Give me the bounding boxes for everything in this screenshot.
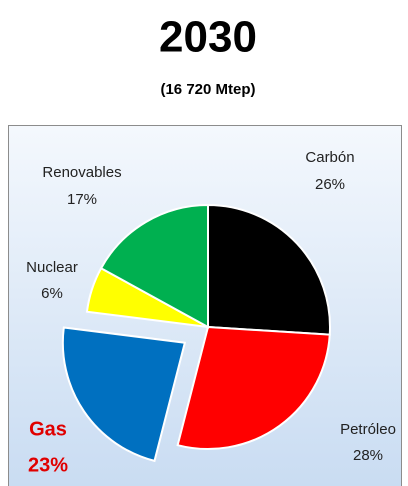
slice-label: Nuclear xyxy=(26,259,78,276)
slice-value-label: 17% xyxy=(67,191,97,208)
pie-slice xyxy=(61,326,187,463)
slice-label: Petróleo xyxy=(340,421,396,438)
pie-slice xyxy=(207,203,331,336)
slice-value-label: 28% xyxy=(353,447,383,464)
slice-label: Gas xyxy=(29,418,67,440)
chart-subtitle: (16 720 Mtep) xyxy=(160,81,255,98)
slice-value-label: 26% xyxy=(315,176,345,193)
slice-label: Carbón xyxy=(305,149,354,166)
slice-value-label: 6% xyxy=(41,285,63,302)
slice-value-label: 23% xyxy=(28,454,68,476)
pie-slice xyxy=(99,203,209,329)
slice-label: Renovables xyxy=(42,164,121,181)
pie-slice xyxy=(176,325,331,450)
chart-title: 2030 xyxy=(159,13,257,62)
